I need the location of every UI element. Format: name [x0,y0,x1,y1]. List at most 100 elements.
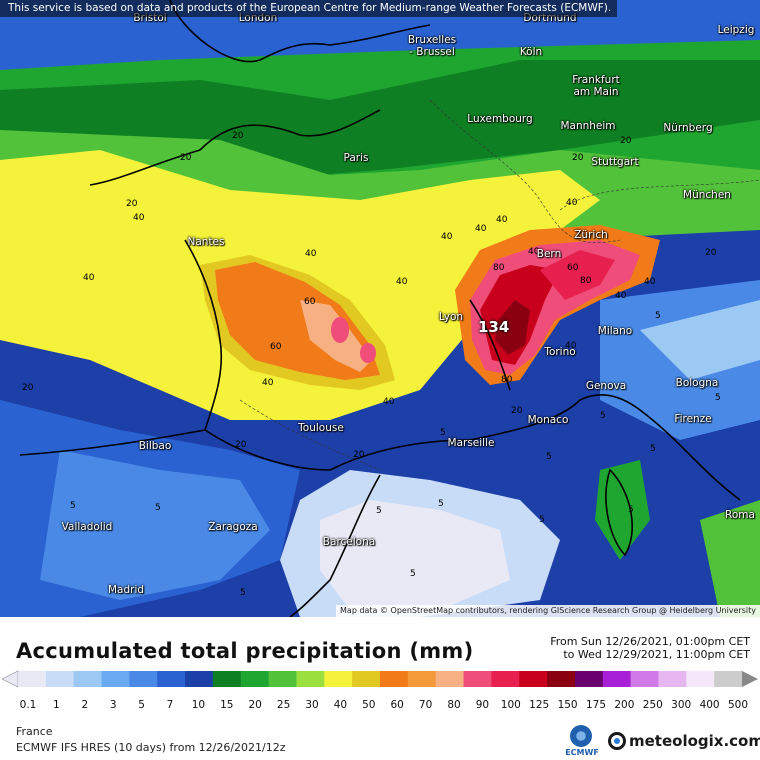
scale-swatch [324,671,353,687]
scale-swatch [296,671,325,687]
city-label-valladolid: Valladolid [61,521,113,533]
legend-panel: Accumulated total precipitation (mm) Fro… [0,617,760,760]
scale-swatch [240,671,270,687]
scale-swatch [157,671,186,687]
contour-label: 5 [546,452,552,462]
contour-label: 5 [539,515,545,525]
scale-swatch [73,671,103,687]
city-label-torino: Torino [544,346,576,358]
contour-label: 40 [441,232,453,242]
city-label-munchen: München [683,189,731,201]
scale-tick-label: 2 [81,699,89,711]
scale-swatch [491,671,520,687]
ecmwf-globe-icon [570,725,592,747]
contour-label: 20 [235,440,247,450]
contour-label: 60 [304,297,316,307]
city-label-stuttgart: Stuttgart [591,156,639,168]
scale-tick-label: 50 [362,699,376,711]
contour-label: 40 [262,378,274,388]
city-label-roma: Roma [725,509,755,521]
scale-swatch [658,671,687,687]
meteologix-logo-text: meteologix.com [629,732,760,750]
contour-label: 20 [22,383,34,393]
contour-label: 20 [511,406,523,416]
date-from: From Sun 12/26/2021, 01:00pm CET [550,635,750,648]
contour-label: 40 [133,213,145,223]
contour-label: 5 [655,311,661,321]
contour-label: 5 [70,501,76,511]
contour-label: 5 [410,569,416,579]
contour-label: 80 [493,263,505,273]
scale-swatch [686,671,715,687]
contour-label: 20 [353,450,365,460]
scale-swatch [101,671,130,687]
scale-tick-label: 500 [727,699,749,711]
contour-label: 20 [126,199,138,209]
city-label-nantes: Nantes [187,236,225,248]
contour-label: 20 [180,153,192,163]
scale-tick-label: 175 [585,699,607,711]
scale-tick-label: 0.1 [19,699,37,711]
contour-label: 60 [270,342,282,352]
scale-tick-label: 5 [138,699,145,711]
city-label-firenze: Firenze [674,413,712,425]
city-label-marseille: Marseille [447,437,495,449]
city-label-madrid: Madrid [107,584,145,596]
scale-tick-label: 10 [191,699,206,711]
contour-label: 80 [501,375,513,385]
precipitation-map[interactable]: 20 20 20 20 20 20 20 20 20 20 40 40 40 40 40 40 40 40 40 40… [0,0,760,617]
contour-label: 40 [396,277,408,287]
contour-label: 5 [440,428,446,438]
city-label-nurnberg: Nürnberg [663,122,713,134]
meteologix-icon [608,732,626,750]
contour-label: 40 [383,397,395,407]
ecmwf-logo[interactable]: ECMWF [560,725,604,757]
scale-tick-label: 7 [166,699,174,711]
contour-label: 20 [705,248,717,258]
scale-tick-label: 400 [699,699,720,711]
city-label-toulouse: Toulouse [298,422,344,434]
model-run-label: ECMWF IFS HRES (10 days) from 12/26/2021… [16,741,286,754]
scale-tick-label: 1 [53,699,60,711]
scale-swatch [435,671,465,687]
scale-tick-label: 250 [642,699,663,711]
contour-label: 80 [580,276,592,286]
contour-label: 5 [715,393,721,403]
ecmwf-logo-text: ECMWF [565,748,599,757]
city-label-bruxelles: Bruxelles - Brussel [407,34,457,58]
contour-label: 40 [305,249,317,259]
scale-swatch [380,671,409,687]
city-label-zurich: Zürich [574,229,608,241]
contour-label: 20 [232,131,244,141]
precipitation-field [0,0,760,617]
contour-label: 40 [566,198,578,208]
scale-swatch [268,671,297,687]
contour-label: 40 [475,224,487,234]
scale-swatch [352,671,381,687]
contour-label: 5 [376,506,382,516]
contour-label: 5 [650,444,656,454]
contour-label: 20 [620,136,632,146]
map-attribution[interactable]: Map data © OpenStreetMap contributors, r… [336,605,760,617]
contour-label: 40 [565,341,577,351]
scale-swatch [129,671,158,687]
meteologix-logo[interactable]: meteologix.com [608,729,760,753]
date-to: to Wed 12/29/2021, 11:00pm CET [563,648,750,661]
forecast-period: From Sun 12/26/2021, 01:00pm CET to Wed … [550,635,750,661]
peak-value-label: 134 [478,318,510,336]
scale-tick-label: 30 [305,699,319,711]
scale-tick-label: 3 [109,699,117,711]
city-label-barcelona: Barcelona [322,536,376,548]
contour-label: 40 [83,273,95,283]
contour-label: 5 [155,503,161,513]
scale-tick-label: 60 [390,699,404,711]
scale-min-arrow [1,670,19,688]
city-label-monaco: Monaco [527,414,569,426]
legend-title: Accumulated total precipitation (mm) [16,639,474,663]
scale-tick-label: 100 [500,699,521,711]
city-label-bologna: Bologna [675,377,719,389]
scale-swatch [519,671,548,687]
ecmwf-notice: This service is based on data and produc… [0,0,618,17]
scale-swatch [630,671,659,687]
scale-tick-label: 25 [276,699,291,711]
